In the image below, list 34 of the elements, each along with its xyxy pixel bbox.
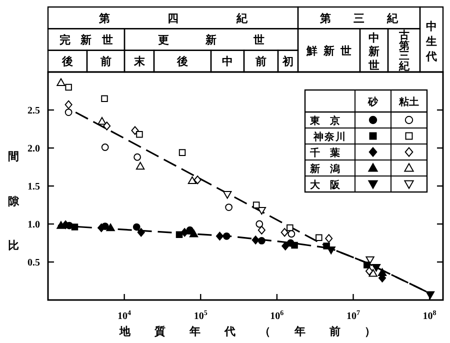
text: 中生代 — [425, 20, 437, 63]
x-tick-label: 10$^{4}$ — [118, 309, 132, 322]
legend-label: 東京 — [309, 115, 350, 127]
text: 初 — [282, 55, 294, 68]
text: 鮮新世 — [305, 44, 358, 58]
text: 後 — [176, 55, 188, 68]
text: 中新世 — [368, 31, 380, 72]
y-tick-label: 1.0 — [28, 220, 40, 230]
text: 前 — [99, 55, 112, 68]
legend-label: 大阪 — [309, 179, 350, 191]
x-axis-title: 地質年代（年前） — [118, 325, 400, 338]
y-tick-label: 0.5 — [28, 258, 40, 268]
text: 中 — [222, 55, 233, 68]
text: 第四紀 — [98, 12, 305, 25]
y-axis-title: 間隙比 — [7, 142, 20, 274]
x-tick-label: 10$^{7}$ — [346, 309, 360, 322]
x-tick-label: 10$^{6}$ — [270, 309, 284, 322]
legend-label: 神奈川 — [312, 131, 346, 143]
y-tick-label: 1.5 — [28, 182, 40, 192]
y-tick-label: 2.5 — [28, 106, 40, 116]
y-tick-label: 2.0 — [28, 144, 40, 154]
legend-label: 千葉 — [309, 147, 350, 159]
annotation: 粘土 — [398, 96, 419, 108]
text: 前 — [254, 55, 266, 68]
text: 更新世 — [158, 34, 302, 46]
x-tick-label: 10$^{8}$ — [422, 309, 437, 322]
text: 末 — [132, 55, 146, 68]
annotation: 砂 — [367, 96, 379, 108]
text: 後 — [61, 55, 73, 68]
text: 完新世 — [60, 34, 123, 46]
legend-label: 新潟 — [309, 163, 350, 175]
annotation: 古第三紀 — [398, 29, 410, 72]
x-tick-label: 10$^{5}$ — [194, 309, 208, 322]
text: 第三紀 — [318, 12, 421, 25]
